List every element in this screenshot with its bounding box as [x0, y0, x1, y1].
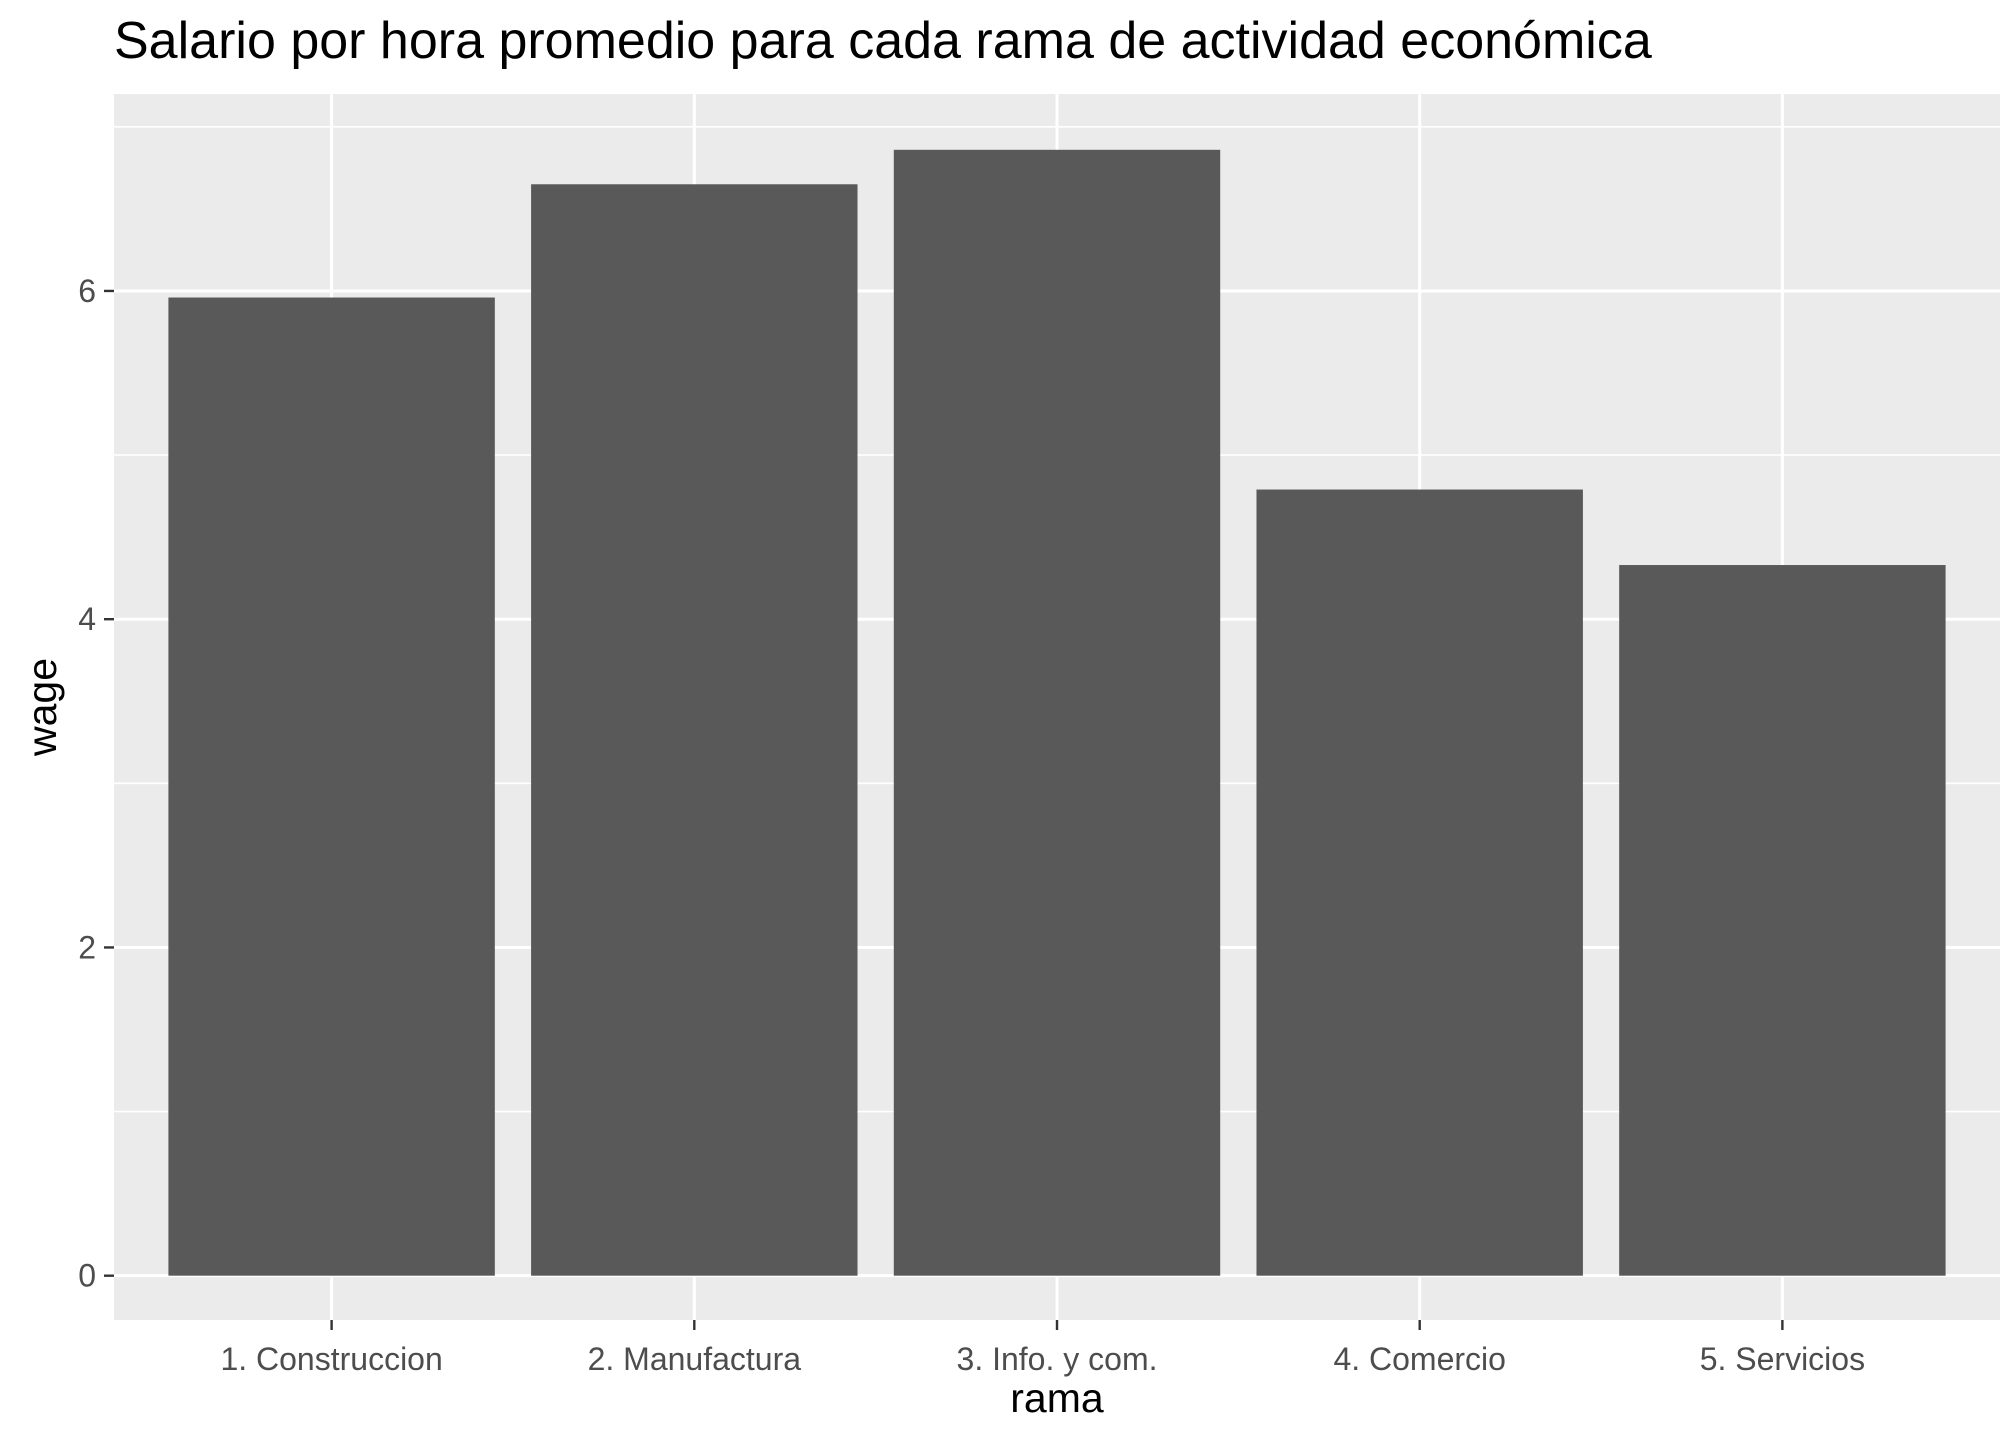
bars — [168, 149, 1946, 1276]
x-tick-label: 1. Construccion — [220, 1341, 442, 1377]
x-axis-title: rama — [1010, 1375, 1104, 1421]
bar-4 — [1256, 489, 1583, 1276]
y-tick-label: 6 — [78, 273, 96, 309]
x-tick-label: 4. Comercio — [1333, 1341, 1506, 1377]
bar-3 — [893, 149, 1221, 1276]
y-axis: 0 2 4 6 — [78, 273, 114, 1294]
x-tick-label: 3. Info. y com. — [957, 1341, 1158, 1377]
y-axis-title: wage — [19, 658, 65, 757]
x-axis: 1. Construccion 2. Manufactura 3. Info. y … — [220, 1320, 1865, 1377]
y-tick-label: 4 — [78, 601, 96, 637]
y-tick-label: 2 — [78, 929, 96, 965]
bar-5 — [1619, 565, 1946, 1276]
bar-2 — [531, 184, 858, 1276]
x-tick-label: 2. Manufactura — [588, 1341, 802, 1377]
bar-1 — [168, 297, 495, 1276]
x-tick-label: 5. Servicios — [1700, 1341, 1865, 1377]
y-tick-label: 0 — [78, 1258, 96, 1294]
chart-title: Salario por hora promedio para cada rama… — [114, 12, 1652, 70]
